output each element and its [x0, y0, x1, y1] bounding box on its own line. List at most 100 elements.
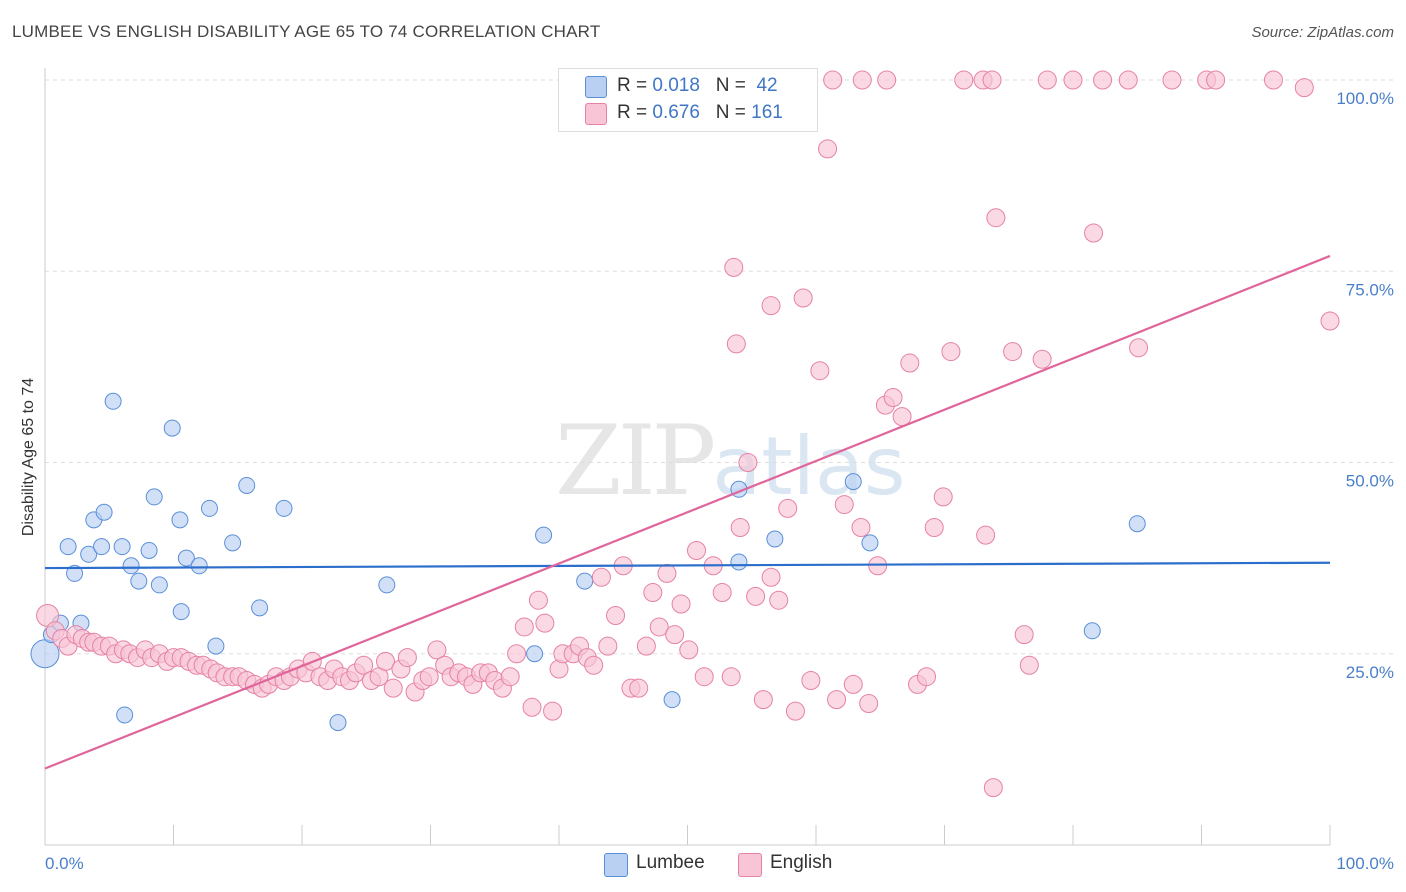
- english-point-66: [514, 617, 534, 637]
- bottom-english-swatch: [738, 853, 762, 877]
- watermark: ZIPatlas: [555, 405, 906, 517]
- english-point-97: [746, 586, 766, 606]
- lumbee-point-15: [140, 541, 158, 559]
- lumbee-points: [30, 392, 1146, 732]
- lumbee-trend-line: [44, 561, 1331, 570]
- english-point-64: [500, 667, 520, 687]
- axis-labels: 25.0% 50.0% 75.0% 100.0% 0.0% 100.0% Disabilit…: [20, 89, 1394, 873]
- english-point-104: [801, 671, 821, 691]
- axes: [44, 68, 1331, 846]
- stats-legend: R = 0.018 N = 42 R = 0.676 N = 161: [558, 68, 818, 132]
- english-point-110: [851, 518, 871, 538]
- lumbee-point-30: [378, 576, 396, 594]
- english-point-133: [1129, 338, 1149, 358]
- english-point-105: [810, 361, 830, 381]
- english-point-106: [818, 139, 838, 159]
- english-point-147: [982, 70, 1002, 90]
- lumbee-point-6: [80, 545, 98, 563]
- english-point-87: [665, 625, 685, 645]
- english-point-111: [859, 693, 879, 713]
- y-tick-label-25: 25.0%: [1346, 663, 1394, 682]
- english-point-112: [868, 556, 888, 576]
- english-point-139: [1320, 311, 1340, 331]
- x-tick-label-min: 0.0%: [45, 854, 84, 873]
- lumbee-point-39: [861, 534, 879, 552]
- english-point-89: [679, 640, 699, 660]
- lumbee-point-38: [844, 473, 862, 491]
- english-point-120: [933, 487, 953, 507]
- english-point-127: [1032, 349, 1052, 369]
- lumbee-point-23: [200, 499, 218, 517]
- lumbee-point-19: [171, 511, 189, 529]
- english-point-53: [419, 667, 439, 687]
- lumbee-point-27: [251, 599, 269, 617]
- chart-title: LUMBEE VS ENGLISH DISABILITY AGE 65 TO 7…: [12, 22, 601, 41]
- lumbee-r-value: 0.018: [652, 75, 700, 96]
- english-point-69: [535, 613, 555, 633]
- english-point-125: [1003, 342, 1023, 362]
- lumbee-point-24: [207, 637, 225, 655]
- english-point-48: [383, 678, 403, 698]
- lumbee-point-8: [93, 538, 111, 556]
- lumbee-point-31: [526, 645, 544, 663]
- english-point-138: [1294, 78, 1314, 98]
- source-label: Source: ZipAtlas.com: [1251, 24, 1394, 41]
- english-point-136: [1206, 70, 1226, 90]
- english-point-107: [827, 690, 847, 710]
- lumbee-point-36: [730, 553, 748, 571]
- lumbee-point-9: [95, 503, 113, 521]
- english-point-132: [1118, 70, 1138, 90]
- lumbee-point-12: [116, 706, 134, 724]
- english-point-91: [694, 667, 714, 687]
- english-point-126: [1019, 655, 1039, 675]
- lumbee-point-29: [329, 714, 347, 732]
- bottom-english-label: English: [770, 852, 833, 873]
- lumbee-point-22: [190, 557, 208, 575]
- watermark-zip: ZIP: [555, 405, 716, 517]
- english-point-96: [738, 453, 758, 472]
- english-point-109: [843, 674, 863, 694]
- english-points: [36, 70, 1340, 798]
- english-trend-line: [44, 254, 1331, 770]
- english-point-94: [721, 667, 741, 687]
- lumbee-point-40: [1083, 622, 1101, 640]
- english-point-70: [543, 701, 563, 721]
- english-point-128: [1037, 70, 1057, 90]
- english-point-150: [983, 778, 1003, 798]
- english-point-146: [877, 70, 897, 90]
- trend-lines: [44, 254, 1331, 770]
- lumbee-swatch: [585, 76, 607, 98]
- lumbee-n-label: N =: [715, 75, 746, 96]
- lumbee-point-4: [66, 564, 84, 582]
- bottom-lumbee-swatch: [604, 853, 628, 877]
- english-point-67: [522, 697, 542, 717]
- lumbee-point-3: [59, 538, 77, 556]
- english-point-148: [1014, 625, 1034, 645]
- english-point-114: [883, 387, 903, 407]
- english-point-103: [793, 288, 813, 308]
- english-point-124: [986, 208, 1006, 228]
- lumbee-n-value: 42: [756, 75, 778, 96]
- english-point-77: [591, 567, 611, 587]
- english-point-44: [354, 655, 374, 675]
- lumbee-point-18: [163, 419, 181, 437]
- english-point-142: [726, 334, 746, 354]
- english-point-47: [376, 651, 396, 671]
- english-point-121: [941, 342, 961, 362]
- lumbee-point-14: [130, 572, 148, 590]
- english-point-131: [1093, 70, 1113, 90]
- english-point-54: [427, 640, 447, 660]
- lumbee-point-20: [172, 603, 190, 621]
- lumbee-point-10: [104, 392, 122, 410]
- english-point-76: [584, 655, 604, 675]
- english-point-90: [686, 540, 706, 560]
- lumbee-point-28: [275, 499, 293, 517]
- english-point-119: [924, 518, 944, 538]
- lumbee-point-41: [1128, 515, 1146, 533]
- english-point-86: [657, 563, 677, 583]
- english-point-100: [769, 590, 789, 610]
- english-point-116: [900, 353, 920, 373]
- lumbee-point-34: [663, 691, 681, 709]
- english-point-129: [1063, 70, 1083, 90]
